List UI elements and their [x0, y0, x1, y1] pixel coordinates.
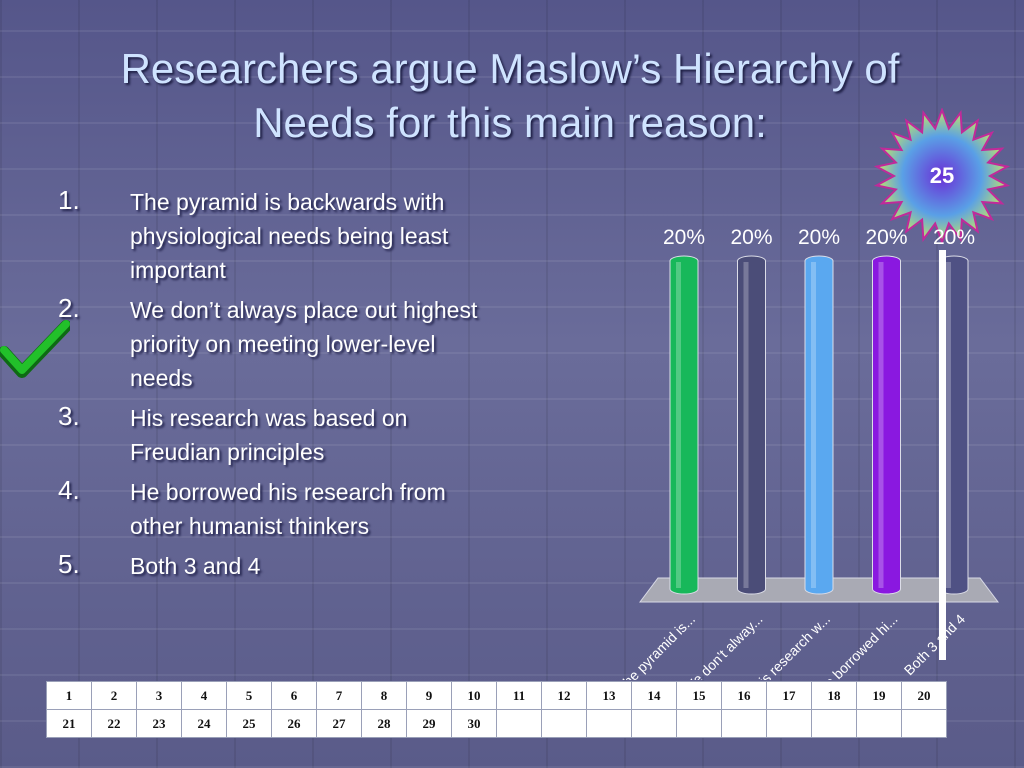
grid-cell: 7: [316, 681, 362, 710]
countdown-number: 25: [930, 163, 954, 188]
answer-text: We don’t always place out highest priori…: [130, 297, 478, 391]
grid-cell: 27: [316, 709, 362, 738]
chart-bar-highlight: [878, 262, 884, 588]
title-line-2: Needs for this main reason:: [253, 99, 767, 146]
grid-cell: 6: [271, 681, 317, 710]
grid-cell: 15: [676, 681, 722, 710]
answer-number: 3.: [58, 401, 80, 431]
grid-cell: 1: [46, 681, 92, 710]
grid-cell: 2: [91, 681, 137, 710]
answer-item-5[interactable]: 5. Both 3 and 4: [58, 549, 498, 583]
grid-cell: [856, 709, 902, 738]
grid-cell: [901, 709, 947, 738]
grid-cell: 23: [136, 709, 182, 738]
answer-number: 5.: [58, 549, 80, 579]
grid-cell: [631, 709, 677, 738]
grid-cell: [496, 709, 542, 738]
title-line-1: Researchers argue Maslow’s Hierarchy of: [120, 45, 900, 92]
grid-cell: 3: [136, 681, 182, 710]
grid-cell: [541, 709, 587, 738]
answer-number: 1.: [58, 185, 80, 215]
grid-cell: 12: [541, 681, 587, 710]
grid-cell: 28: [361, 709, 407, 738]
chart-category-label: Both 3 and 4: [901, 611, 969, 679]
slide-title: Researchers argue Maslow’s Hierarchy of …: [60, 42, 960, 150]
grid-cell: 9: [406, 681, 452, 710]
grid-cell: 16: [721, 681, 767, 710]
grid-cell: 21: [46, 709, 92, 738]
chart-value-label: 20%: [865, 226, 907, 249]
grid-cell: 24: [181, 709, 227, 738]
grid-cell: [586, 709, 632, 738]
chart-bar: [669, 255, 699, 595]
grid-cell: 10: [451, 681, 497, 710]
answer-text: The pyramid is backwards with physiologi…: [130, 189, 449, 283]
response-chart: 20% 20% 20% 20% 20% The pyramid is...We don’…: [614, 226, 999, 680]
chart-bar: [804, 255, 834, 595]
grid-cell: 18: [811, 681, 857, 710]
grid-cell: 14: [631, 681, 677, 710]
grid-cell: 13: [586, 681, 632, 710]
starburst-icon: [874, 108, 1010, 244]
grid-cell: [676, 709, 722, 738]
grid-cell: 8: [361, 681, 407, 710]
grid-cell: [721, 709, 767, 738]
countdown-badge: 25: [874, 108, 1010, 244]
chart-value-label: 20%: [730, 226, 772, 249]
grid-row: 1 2 3 4 5 6 7 8 9 10 11 12 13 14 15 16 17 18 19 20: [46, 681, 947, 710]
chart-bar-highlight: [811, 262, 816, 588]
answer-number: 2.: [58, 293, 80, 323]
grid-cell: 11: [496, 681, 542, 710]
grid-cell: [811, 709, 857, 738]
answer-item-3[interactable]: 3. His research was based on Freudian pri…: [58, 401, 498, 469]
answer-text: His research was based on Freudian princ…: [130, 405, 408, 465]
chart-bar-highlight: [743, 262, 749, 588]
answer-item-1[interactable]: 1. The pyramid is backwards with physiolo…: [58, 185, 498, 287]
chart-bar-highlight: [676, 262, 681, 588]
grid-cell: 22: [91, 709, 137, 738]
keypad-response-grid: 1 2 3 4 5 6 7 8 9 10 11 12 13 14 15 16 17 18 19 20 21 22 23 24 2…: [46, 681, 947, 738]
grid-cell: 25: [226, 709, 272, 738]
checkmark-icon: [0, 320, 70, 378]
countdown-timer-bar: [939, 250, 946, 660]
chart-category-label: The pyramid is...: [614, 611, 698, 680]
answer-number: 4.: [58, 475, 80, 505]
chart-bar: [737, 255, 766, 595]
grid-cell: [766, 709, 812, 738]
grid-cell: 20: [901, 681, 947, 710]
answer-text: Both 3 and 4: [130, 553, 261, 579]
grid-cell: 30: [451, 709, 497, 738]
chart-value-label: 20%: [798, 226, 840, 249]
grid-cell: 19: [856, 681, 902, 710]
answer-item-2[interactable]: 2. We don’t always place out highest prio…: [58, 293, 498, 395]
grid-cell: 29: [406, 709, 452, 738]
grid-cell: 17: [766, 681, 812, 710]
grid-cell: 4: [181, 681, 227, 710]
grid-cell: 5: [226, 681, 272, 710]
grid-cell: 26: [271, 709, 317, 738]
grid-row: 21 22 23 24 25 26 27 28 29 30: [46, 709, 947, 738]
chart-value-label: 20%: [663, 226, 705, 249]
chart-bar-highlight: [946, 262, 951, 588]
chart-bar: [872, 255, 901, 595]
answer-list: 1. The pyramid is backwards with physiolo…: [58, 185, 498, 589]
answer-text: He borrowed his research from other huma…: [130, 479, 446, 539]
answer-item-4[interactable]: 4. He borrowed his research from other hu…: [58, 475, 498, 543]
chart-value-label: 20%: [933, 226, 975, 249]
